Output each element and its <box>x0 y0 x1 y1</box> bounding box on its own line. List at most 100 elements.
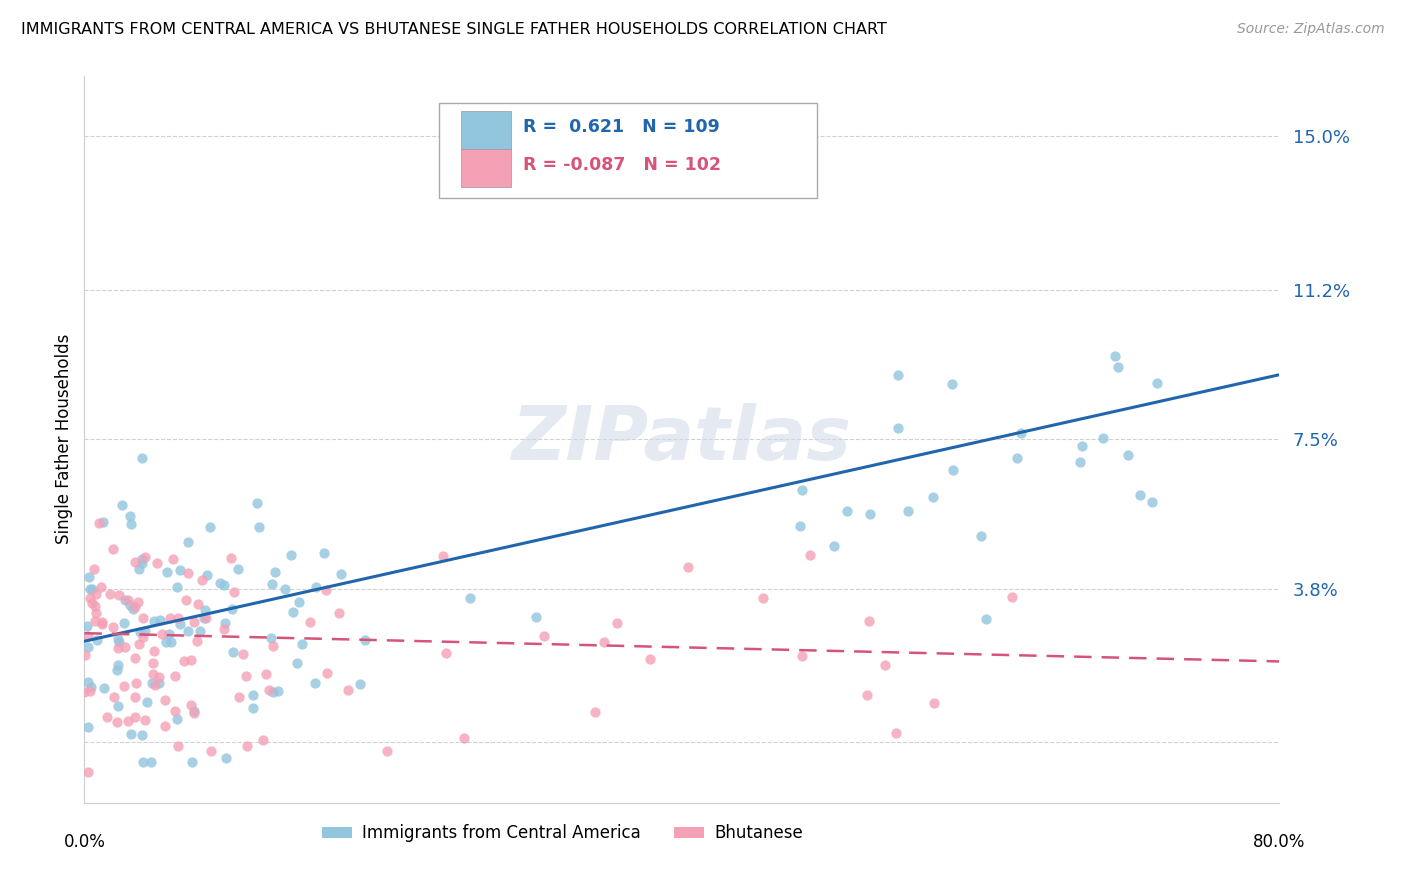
Point <box>169 563 191 577</box>
Point <box>114 593 136 607</box>
Point <box>134 624 156 638</box>
Point <box>941 376 963 391</box>
Point <box>155 634 177 648</box>
Point <box>108 635 131 649</box>
Point <box>242 700 264 714</box>
Point <box>142 666 165 681</box>
Point <box>1091 431 1114 445</box>
Point <box>166 712 188 726</box>
Point <box>212 578 235 592</box>
Point <box>83 562 105 576</box>
Point <box>142 644 165 658</box>
Point <box>103 690 125 704</box>
Text: ZIPatlas: ZIPatlas <box>512 403 852 475</box>
Point <box>799 549 821 563</box>
Point <box>93 681 115 695</box>
Point <box>315 583 337 598</box>
Point <box>91 515 114 529</box>
Point <box>131 551 153 566</box>
Point <box>434 646 457 660</box>
Point <box>1069 455 1091 469</box>
Point <box>160 635 183 649</box>
Y-axis label: Single Father Households: Single Father Households <box>55 334 73 544</box>
Point <box>336 683 359 698</box>
Point <box>107 632 129 646</box>
Point <box>970 529 993 543</box>
Point <box>86 632 108 647</box>
Point <box>281 605 304 619</box>
Point <box>858 615 880 629</box>
Point <box>1107 359 1129 374</box>
Point <box>124 651 146 665</box>
Point <box>96 710 118 724</box>
Point <box>76 618 98 632</box>
Point <box>976 611 998 625</box>
Point <box>304 676 326 690</box>
Point <box>107 699 129 714</box>
Point <box>165 704 187 718</box>
Point <box>83 599 105 614</box>
Point <box>221 602 243 616</box>
Point <box>125 675 148 690</box>
Point <box>124 600 146 615</box>
Point <box>228 690 250 705</box>
Point <box>887 368 910 382</box>
Point <box>105 663 128 677</box>
Point <box>312 546 335 560</box>
Point <box>305 580 328 594</box>
Point <box>155 719 177 733</box>
Point <box>886 725 908 739</box>
Point <box>259 682 281 697</box>
Point <box>157 626 180 640</box>
Point <box>193 611 215 625</box>
Point <box>83 614 105 628</box>
Point <box>107 658 129 673</box>
Point <box>131 727 153 741</box>
Point <box>73 648 96 662</box>
Point <box>533 629 555 643</box>
Point <box>132 630 155 644</box>
Text: Source: ZipAtlas.com: Source: ZipAtlas.com <box>1237 22 1385 37</box>
Point <box>235 739 257 754</box>
Point <box>139 756 162 770</box>
Point <box>148 669 170 683</box>
Point <box>198 520 221 534</box>
Point <box>190 573 212 587</box>
Point <box>84 606 107 620</box>
Point <box>148 676 170 690</box>
Point <box>107 640 129 655</box>
Point <box>143 678 166 692</box>
Point <box>105 714 128 729</box>
Point <box>108 588 131 602</box>
Point <box>177 624 200 638</box>
Point <box>128 637 150 651</box>
Point <box>194 602 217 616</box>
Point <box>132 611 155 625</box>
Point <box>149 613 172 627</box>
Point <box>101 620 124 634</box>
Point <box>194 611 217 625</box>
Point <box>156 565 179 579</box>
Point <box>77 570 100 584</box>
Point <box>183 704 205 718</box>
Text: R =  0.621   N = 109: R = 0.621 N = 109 <box>523 119 720 136</box>
Point <box>215 751 238 765</box>
Point <box>208 576 231 591</box>
Point <box>1116 448 1139 462</box>
Point <box>132 756 155 770</box>
Point <box>247 519 270 533</box>
Point <box>291 637 314 651</box>
Point <box>131 450 153 465</box>
Point <box>180 652 202 666</box>
Point <box>330 566 353 581</box>
Point <box>169 617 191 632</box>
Point <box>180 698 202 712</box>
Point <box>134 549 156 564</box>
Point <box>120 509 142 524</box>
Point <box>111 498 134 512</box>
Point <box>129 625 152 640</box>
Point <box>131 557 153 571</box>
Point <box>166 580 188 594</box>
Point <box>153 693 176 707</box>
Point <box>1071 439 1094 453</box>
